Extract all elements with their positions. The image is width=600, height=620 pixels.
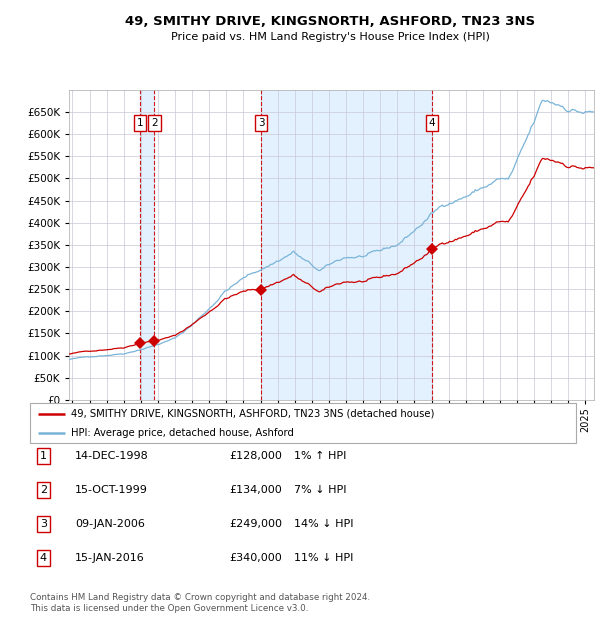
Text: 3: 3 — [258, 118, 265, 128]
Text: 4: 4 — [40, 553, 47, 563]
Text: 1: 1 — [137, 118, 143, 128]
Bar — [261, 90, 432, 400]
FancyBboxPatch shape — [30, 403, 576, 443]
Text: 49, SMITHY DRIVE, KINGSNORTH, ASHFORD, TN23 3NS: 49, SMITHY DRIVE, KINGSNORTH, ASHFORD, T… — [125, 16, 535, 28]
Text: £249,000: £249,000 — [229, 519, 282, 529]
Text: Price paid vs. HM Land Registry's House Price Index (HPI): Price paid vs. HM Land Registry's House … — [170, 32, 490, 42]
Text: 4: 4 — [429, 118, 436, 128]
Text: 11% ↓ HPI: 11% ↓ HPI — [294, 553, 353, 563]
Text: 2: 2 — [151, 118, 158, 128]
Text: HPI: Average price, detached house, Ashford: HPI: Average price, detached house, Ashf… — [71, 428, 294, 438]
Text: £134,000: £134,000 — [229, 485, 282, 495]
Text: 7% ↓ HPI: 7% ↓ HPI — [294, 485, 347, 495]
Text: 2: 2 — [40, 485, 47, 495]
Text: £128,000: £128,000 — [229, 451, 282, 461]
Text: 1: 1 — [40, 451, 47, 461]
Text: £340,000: £340,000 — [229, 553, 282, 563]
Text: 14-DEC-1998: 14-DEC-1998 — [75, 451, 149, 461]
Text: Contains HM Land Registry data © Crown copyright and database right 2024.
This d: Contains HM Land Registry data © Crown c… — [30, 593, 370, 613]
Text: 09-JAN-2006: 09-JAN-2006 — [75, 519, 145, 529]
Text: 1% ↑ HPI: 1% ↑ HPI — [294, 451, 346, 461]
Text: 49, SMITHY DRIVE, KINGSNORTH, ASHFORD, TN23 3NS (detached house): 49, SMITHY DRIVE, KINGSNORTH, ASHFORD, T… — [71, 409, 434, 419]
Bar — [140, 90, 154, 400]
Text: 3: 3 — [40, 519, 47, 529]
Text: 14% ↓ HPI: 14% ↓ HPI — [294, 519, 353, 529]
Text: 15-JAN-2016: 15-JAN-2016 — [75, 553, 145, 563]
Text: 15-OCT-1999: 15-OCT-1999 — [75, 485, 148, 495]
